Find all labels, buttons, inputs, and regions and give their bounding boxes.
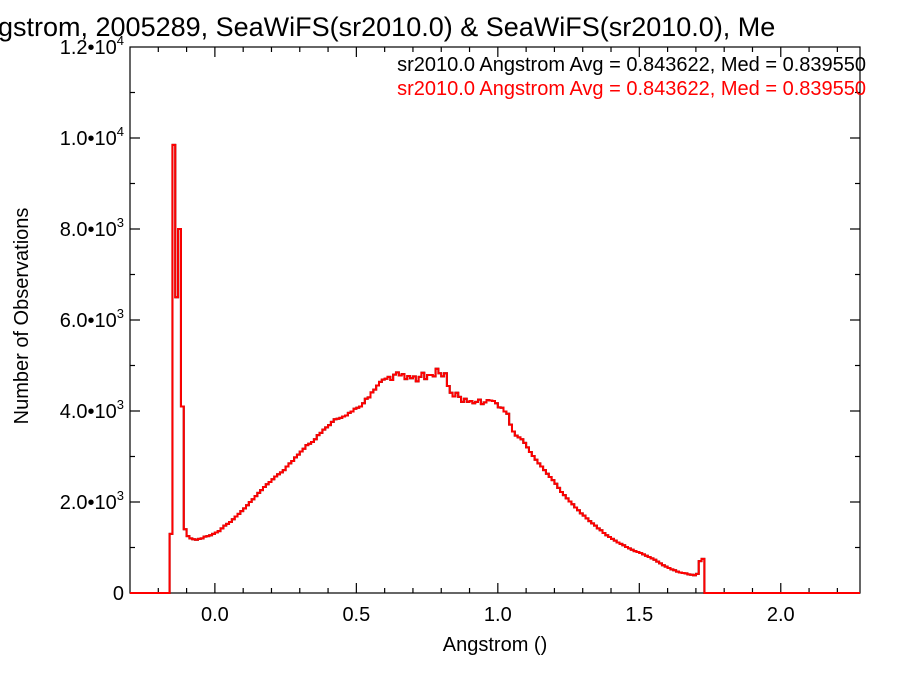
axis-ticks bbox=[130, 47, 860, 593]
x-tick-label: 0.5 bbox=[342, 604, 370, 626]
x-tick-label: 1.0 bbox=[484, 604, 512, 626]
x-tick-label: 1.5 bbox=[625, 604, 653, 626]
y-axis-label: Number of Observations bbox=[11, 208, 33, 425]
y-tick-label: 0 bbox=[113, 583, 124, 605]
y-tick-label: 6.0•103 bbox=[60, 306, 124, 332]
x-tick-label: 0.0 bbox=[201, 604, 229, 626]
legend-entry-red: sr2010.0 Angstrom Avg = 0.843622, Med = … bbox=[397, 78, 866, 100]
x-tick-label: 2.0 bbox=[767, 604, 795, 626]
series-layer bbox=[130, 143, 860, 594]
histogram-series-red bbox=[130, 143, 860, 594]
histogram-series-black bbox=[130, 143, 860, 594]
tick-labels: 0.0 0.5 1.0 1.5 2.0 0 2.0•103 4.0•103 6.0•103 8.0… bbox=[60, 33, 795, 626]
y-tick-label: 8.0•103 bbox=[60, 215, 124, 241]
chart-title: gstrom, 2005289, SeaWiFS(sr2010.0) & Sea… bbox=[0, 12, 775, 42]
y-axis-label-group: Number of Observations bbox=[11, 208, 33, 425]
legend: sr2010.0 Angstrom Avg = 0.843622, Med = … bbox=[397, 54, 866, 100]
y-tick-label: 4.0•103 bbox=[60, 397, 124, 423]
y-tick-label: 1.2•104 bbox=[60, 33, 124, 59]
x-axis-label: Angstrom () bbox=[443, 634, 547, 656]
y-tick-label: 1.0•104 bbox=[60, 124, 124, 150]
y-tick-label: 2.0•103 bbox=[60, 488, 124, 514]
legend-entry-black: sr2010.0 Angstrom Avg = 0.843622, Med = … bbox=[397, 54, 866, 76]
